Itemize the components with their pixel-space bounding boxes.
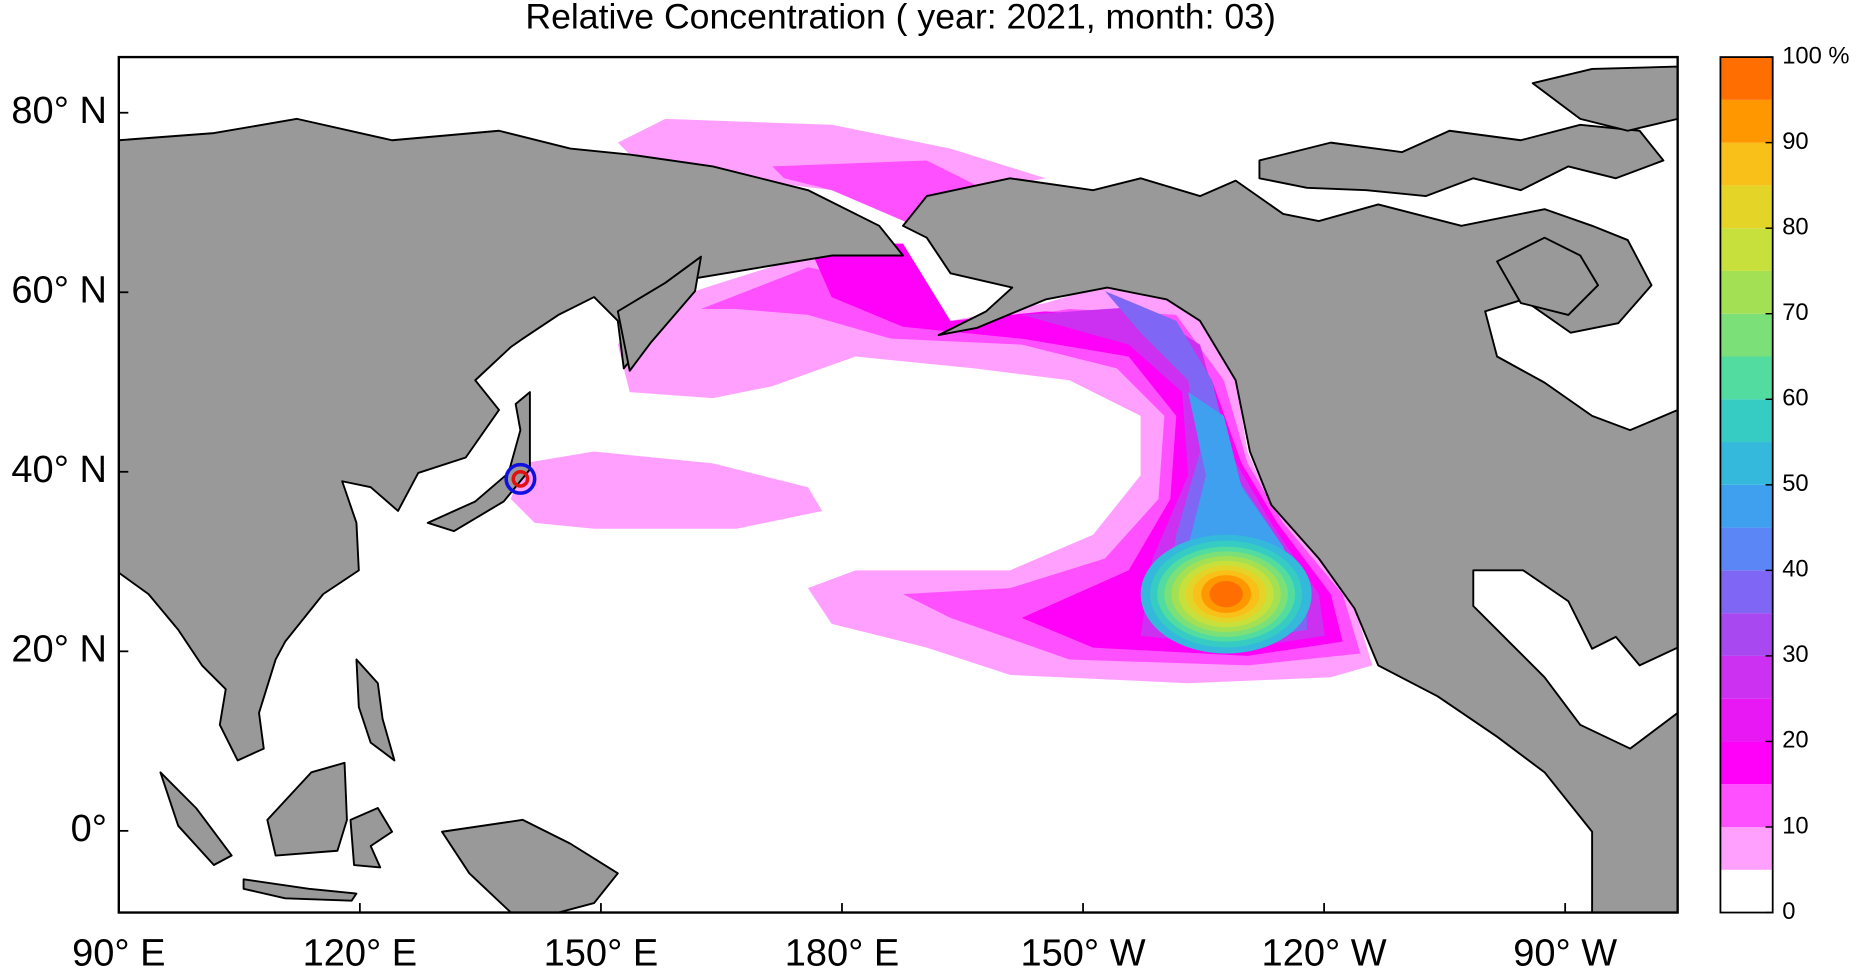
colorbar-band xyxy=(1720,228,1773,271)
y-tick-label: 0° xyxy=(71,808,107,850)
new-guinea xyxy=(441,818,619,913)
colorbar-tick-label: 90 xyxy=(1782,128,1808,155)
x-tick-label: 150° W xyxy=(1021,932,1146,972)
colorbar-band xyxy=(1720,527,1773,571)
colorbar-band xyxy=(1720,484,1773,528)
colorbar-tick-label: 10 xyxy=(1782,812,1808,839)
colorbar-tick-label: 0 xyxy=(1782,898,1795,925)
colorbar-band xyxy=(1720,57,1773,100)
colorbar-band xyxy=(1720,655,1773,699)
colorbar-tick-label: 70 xyxy=(1782,299,1808,326)
colorbar-band xyxy=(1720,698,1773,742)
colorbar-tick-label: 100 % xyxy=(1782,42,1849,69)
colorbar-tick-label: 60 xyxy=(1782,385,1808,412)
sumatra xyxy=(159,771,233,866)
colorbar-band xyxy=(1720,185,1773,229)
y-tick-label: 80° N xyxy=(11,90,107,132)
japan xyxy=(426,391,531,533)
colorbar-tick-label: 40 xyxy=(1782,556,1808,583)
x-tick-label: 150° E xyxy=(544,932,659,972)
x-tick-label: 120° E xyxy=(303,932,418,972)
y-tick-label: 60° N xyxy=(11,269,107,311)
greenland xyxy=(1531,65,1678,132)
baffin xyxy=(1496,236,1599,316)
sulawesi xyxy=(349,807,394,869)
colorbar-band xyxy=(1720,869,1773,913)
x-tick-label: 180° E xyxy=(785,932,900,972)
asia xyxy=(118,117,904,762)
borneo xyxy=(266,761,348,857)
java xyxy=(242,878,358,902)
kamchatka xyxy=(616,255,702,372)
plot-frame xyxy=(117,55,1679,914)
colorbar-band xyxy=(1720,741,1773,785)
colorbar-band xyxy=(1720,399,1773,443)
colorbar-tick-label: 50 xyxy=(1782,470,1808,497)
colorbar-band xyxy=(1720,826,1773,870)
map-title: Relative Concentration ( year: 2021, mon… xyxy=(525,0,1276,36)
colorbar-band xyxy=(1720,442,1773,485)
colorbar-tick-label: 20 xyxy=(1782,727,1808,754)
arctic-islands xyxy=(1258,123,1665,198)
colorbar-band xyxy=(1720,313,1773,357)
colorbar-tick-label: 80 xyxy=(1782,213,1808,240)
colorbar-band xyxy=(1720,784,1773,827)
x-tick-label: 90° W xyxy=(1513,932,1617,972)
axes: 90° E 120° E 150° E 180° E 150° W 120° W 90° W… xyxy=(11,90,1617,972)
philippines xyxy=(355,658,396,762)
source-marker-inner xyxy=(511,469,530,488)
concentration-field xyxy=(510,118,1373,684)
colorbar-band xyxy=(1720,142,1773,186)
concentration-contour xyxy=(1209,581,1243,608)
x-tick-label: 120° W xyxy=(1262,932,1387,972)
colorbar: 0 10 20 30 40 50 60 70 80 90 100 % xyxy=(1719,42,1850,925)
north-america xyxy=(902,177,1678,913)
concentration-contour xyxy=(510,451,823,529)
y-tick-label: 40° N xyxy=(11,449,107,491)
y-tick-label: 20° N xyxy=(11,628,107,670)
colorbar-band xyxy=(1720,99,1773,143)
colorbar-tick-label: 30 xyxy=(1782,641,1808,668)
colorbar-band xyxy=(1720,270,1773,314)
colorbar-band xyxy=(1720,356,1773,400)
source-marker-outer xyxy=(504,462,537,495)
x-tick-label: 90° E xyxy=(72,932,165,972)
colorbar-band xyxy=(1720,613,1773,656)
colorbar-band xyxy=(1720,570,1773,614)
land xyxy=(118,65,1678,913)
